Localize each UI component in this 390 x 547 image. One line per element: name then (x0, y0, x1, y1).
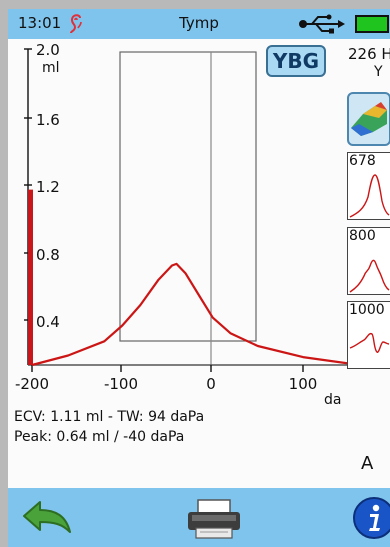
y-tick-label: 1.2 (36, 178, 60, 196)
mini-curve (349, 332, 390, 353)
mini-curve (349, 174, 390, 218)
back-arrow-icon (23, 501, 71, 533)
ear-icon (70, 14, 82, 34)
x-unit-label: da (324, 392, 341, 408)
y-tick-label: 0.4 (36, 313, 60, 331)
bottom-toolbar (8, 488, 390, 547)
tympanogram-area (119, 51, 257, 342)
mode-indicator: A (361, 453, 374, 474)
screen: 13:01 Tymp (8, 9, 390, 547)
mini-frequency-label: 800 (349, 228, 376, 244)
x-tick-label: 0 (206, 375, 216, 393)
print-button[interactable] (184, 498, 244, 540)
mini-tymp-678[interactable]: 678 (347, 152, 390, 220)
screen-title: Tymp (179, 14, 219, 32)
peak-readout: Peak: 0.64 ml / -40 daPa (14, 429, 185, 445)
x-tick-label: -200 (15, 375, 49, 393)
x-tick-label: 100 (289, 375, 318, 393)
battery-icon (355, 15, 389, 33)
y-unit-label: ml (42, 60, 60, 76)
clock: 13:01 (18, 14, 62, 32)
status-bar: 13:01 Tymp (8, 9, 390, 39)
mini-tymp-1000[interactable]: 1000 (347, 301, 390, 369)
y-tick-label: 0.8 (36, 246, 60, 264)
x-tick-label: -100 (104, 375, 138, 393)
surface-plot-button[interactable] (347, 92, 390, 146)
y-tick-label: 1.6 (36, 111, 60, 129)
ybg-button[interactable]: YBG (266, 45, 326, 77)
probe-frequency: 226 Hz (348, 45, 390, 63)
back-button[interactable] (20, 498, 78, 540)
mini-frequency-label: 1000 (349, 302, 385, 318)
probe-frequency-sub: Y (374, 64, 383, 80)
mini-curve (349, 259, 390, 293)
pressure-bar (28, 189, 33, 365)
usb-icon (299, 14, 345, 34)
tympanogram-plot: 2.0 ml 1.6 1.2 0.8 0.4 -200 -100 0 100 2… (15, 41, 348, 408)
y-label-top: 2.0 (36, 41, 60, 59)
ecv-tw-readout: ECV: 1.11 ml - TW: 94 daPa (14, 409, 205, 425)
tympanogram-curve (31, 262, 348, 367)
mini-tymp-800[interactable]: 800 (347, 227, 390, 295)
info-button[interactable] (352, 496, 390, 540)
surface-plot-icon (351, 102, 387, 136)
printer-icon (188, 499, 240, 539)
info-icon (353, 497, 390, 539)
mini-frequency-label: 678 (349, 153, 376, 169)
